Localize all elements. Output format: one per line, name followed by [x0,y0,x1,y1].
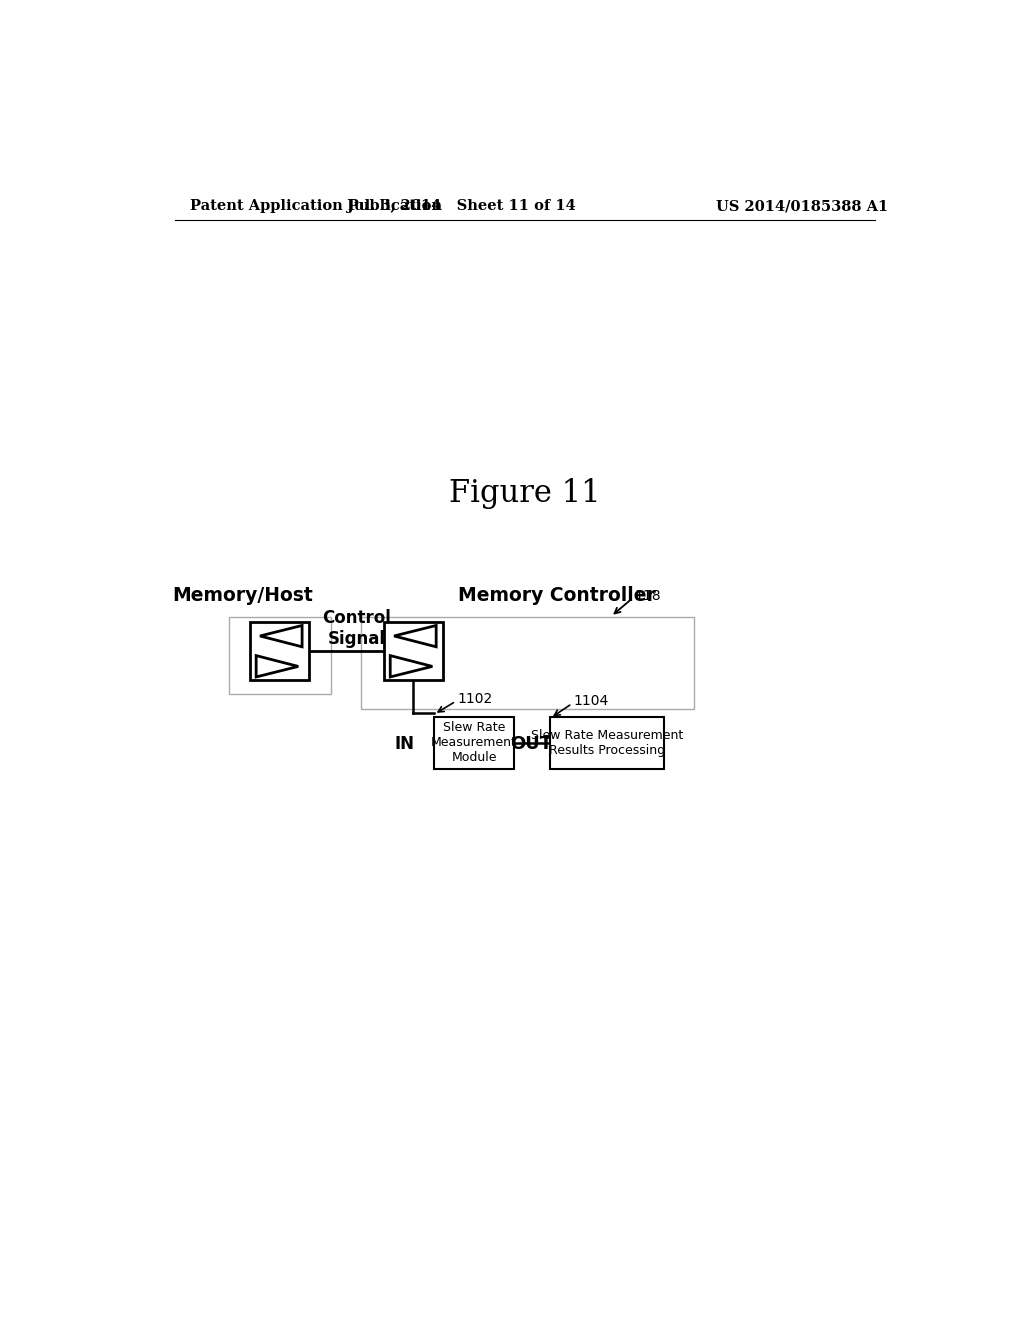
Bar [550,717,665,770]
Polygon shape [390,656,432,677]
Bar [434,717,514,770]
Text: IN: IN [394,735,415,752]
Bar [228,616,331,693]
Text: Memory Controller: Memory Controller [458,586,655,606]
Text: OUT: OUT [510,735,552,752]
Polygon shape [394,626,436,647]
Text: 1104: 1104 [573,694,609,709]
Text: Slew Rate
Measurement
Module: Slew Rate Measurement Module [431,721,517,764]
Text: Figure 11: Figure 11 [449,478,601,508]
Polygon shape [256,656,298,677]
Text: US 2014/0185388 A1: US 2014/0185388 A1 [716,199,889,213]
Text: Patent Application Publication: Patent Application Publication [190,199,442,213]
Bar [360,616,693,709]
Bar [250,622,308,681]
Text: Memory/Host: Memory/Host [172,586,313,606]
Bar [384,622,442,681]
Text: 118: 118 [634,589,660,603]
Text: 1102: 1102 [458,692,493,706]
Text: Slew Rate Measurement
Results Processing: Slew Rate Measurement Results Processing [531,729,683,756]
Polygon shape [260,626,302,647]
Text: Control
Signal: Control Signal [323,609,391,648]
Text: Jul. 3, 2014   Sheet 11 of 14: Jul. 3, 2014 Sheet 11 of 14 [347,199,575,213]
